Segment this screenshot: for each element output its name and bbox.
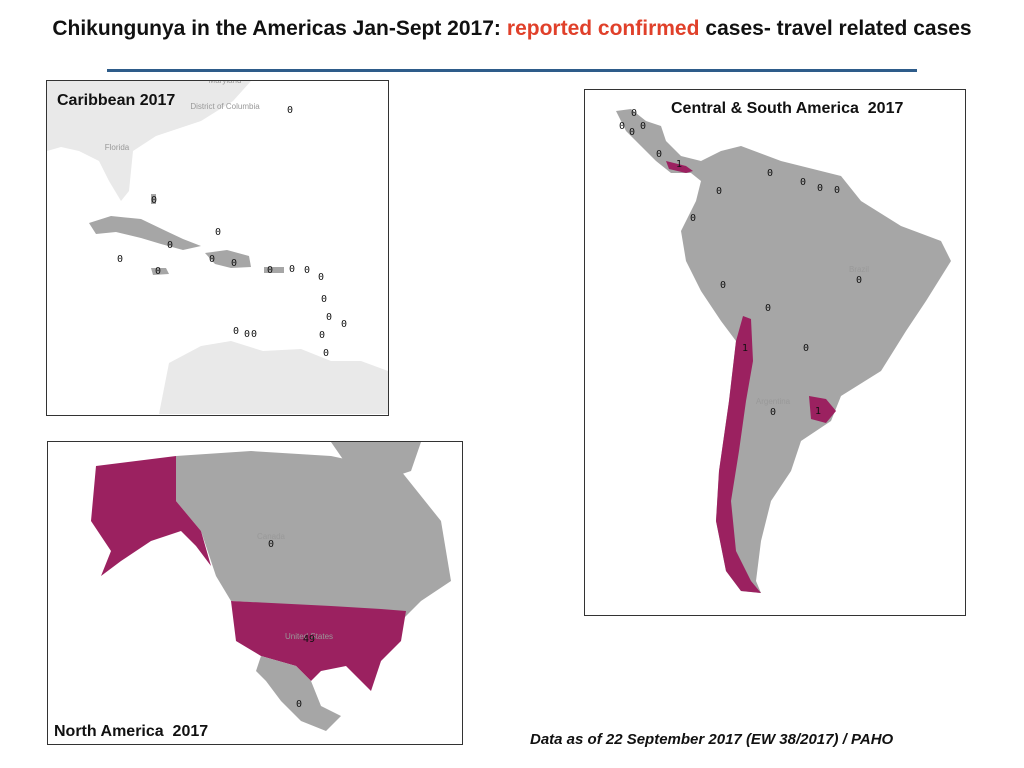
case-count: 0 (640, 121, 646, 132)
slide-title: Chikungunya in the Americas Jan-Sept 201… (20, 14, 1004, 43)
case-count: 0 (289, 264, 295, 275)
panel-title: Caribbean 2017 (57, 92, 176, 109)
case-count: 1 (676, 159, 682, 170)
case-count: 0 (803, 343, 809, 354)
case-count: 0 (631, 108, 637, 119)
case-count: 49 (303, 634, 315, 645)
case-count: 0 (268, 539, 274, 550)
case-count: 0 (767, 168, 773, 179)
case-count: 0 (765, 303, 771, 314)
panel-title: North America 2017 (54, 723, 209, 740)
case-count: 0 (304, 265, 310, 276)
title-end: cases- travel related cases (705, 17, 972, 40)
case-count: 0 (656, 149, 662, 160)
caribbean-map: MarylandDistrict of ColumbiaFlorida00000… (46, 80, 389, 416)
case-count: 0 (267, 265, 273, 276)
place-label: Florida (105, 143, 130, 152)
case-count: 0 (318, 272, 324, 283)
north-america-map: Canada United States 0 49 0 North America 20… (47, 441, 463, 745)
case-count: 0 (167, 240, 173, 251)
case-count: 1 (742, 343, 748, 354)
case-count: 0 (287, 105, 293, 116)
case-count: 0 (233, 326, 239, 337)
case-count: 0 (326, 312, 332, 323)
case-count: 0 (231, 258, 237, 269)
place-label: Argentina (756, 397, 791, 406)
footnote: Data as of 22 September 2017 (EW 38/2017… (530, 731, 894, 748)
title-start: Chikungunya in the Americas Jan-Sept 201… (52, 17, 501, 40)
case-count: 0 (155, 266, 161, 277)
case-count: 0 (321, 294, 327, 305)
case-count: 0 (770, 407, 776, 418)
case-count: 0 (619, 121, 625, 132)
case-count: 0 (716, 186, 722, 197)
case-count: 0 (834, 185, 840, 196)
place-label: District of Columbia (190, 102, 260, 111)
map: Canada United States 0 49 0 (91, 442, 451, 731)
case-count: 0 (244, 329, 250, 340)
case-count: 0 (323, 348, 329, 359)
case-count: 0 (856, 275, 862, 286)
case-count: 0 (800, 177, 806, 188)
south-america-map: Brazil Argentina 0 0 0 0 0 1 0 0 0 0 0 0 0 0 0 1 0 0 1 Centr… (584, 89, 966, 616)
panel-title: Central & South America 2017 (671, 100, 904, 117)
case-count: 0 (251, 329, 257, 340)
place-label: Canada (257, 532, 286, 541)
case-count: 0 (319, 330, 325, 341)
title-rule (107, 69, 917, 72)
case-count: 0 (720, 280, 726, 291)
case-count: 1 (815, 406, 821, 417)
case-count: 0 (296, 699, 302, 710)
case-count: 0 (117, 254, 123, 265)
case-count: 0 (817, 183, 823, 194)
title-highlight: reported confirmed (506, 17, 700, 40)
place-label: Maryland (209, 81, 242, 85)
place-label: Brazil (849, 265, 869, 274)
case-count: 0 (209, 254, 215, 265)
map: MarylandDistrict of ColumbiaFlorida00000… (47, 81, 388, 414)
place-label: United States (285, 632, 333, 641)
case-count: 0 (629, 127, 635, 138)
case-count: 0 (151, 195, 157, 206)
case-count: 0 (341, 319, 347, 330)
case-count: 0 (690, 213, 696, 224)
case-count: 0 (215, 227, 221, 238)
